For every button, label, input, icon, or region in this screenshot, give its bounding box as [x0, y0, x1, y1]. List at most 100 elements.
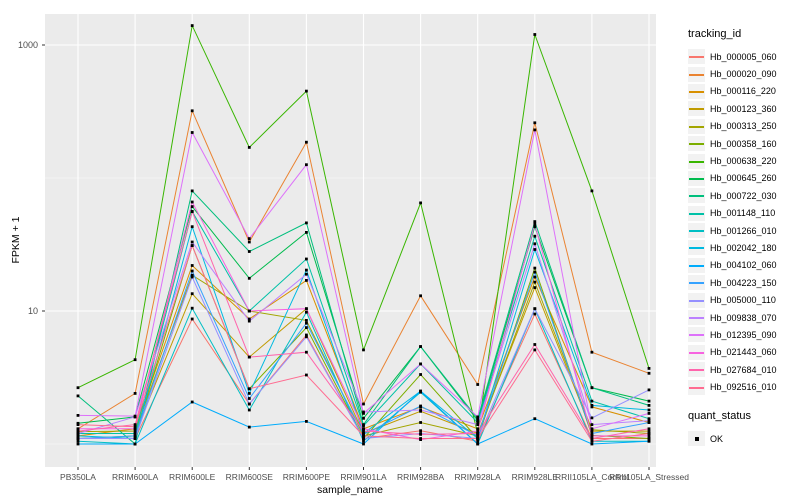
data-point	[647, 408, 651, 412]
legend-item-Hb_000020_090: Hb_000020_090	[688, 65, 798, 82]
data-point	[419, 408, 422, 412]
legend-item-label: Hb_000638_220	[710, 156, 777, 167]
legend-key-swatch	[688, 83, 705, 99]
tracking-id-entries: Hb_000005_060 Hb_000020_090 Hb_000116_220 H…	[688, 48, 798, 396]
data-point	[190, 264, 194, 267]
data-point	[305, 140, 308, 144]
legend-item-label: Hb_000020_090	[710, 69, 777, 80]
x-tick-label-RRIM600PE: RRIM600PE	[282, 472, 331, 482]
data-point	[190, 244, 194, 247]
x-tick-label-RRII105LA_Stressed: RRII105LA_Stressed	[609, 472, 689, 482]
data-point	[76, 394, 80, 398]
data-point	[419, 362, 422, 366]
data-point	[190, 200, 194, 204]
data-point	[133, 392, 137, 395]
legend-item-label: Hb_001148_110	[710, 208, 776, 219]
data-point	[533, 286, 537, 289]
data-point	[476, 429, 480, 433]
data-point	[533, 248, 537, 251]
data-point	[305, 257, 308, 261]
legend-key-swatch	[688, 310, 705, 326]
data-point	[476, 442, 480, 446]
data-point	[190, 400, 194, 404]
data-point	[247, 146, 251, 149]
data-point	[647, 437, 651, 440]
legend-item-Hb_000722_030: Hb_000722_030	[688, 187, 798, 204]
legend-item-Hb_000645_260: Hb_000645_260	[688, 170, 798, 187]
data-point	[476, 421, 480, 424]
data-point	[362, 439, 365, 443]
data-point	[533, 348, 537, 352]
y-axis-title: FPKM + 1	[10, 216, 22, 264]
data-point	[305, 279, 308, 282]
legend-item-label: Hb_000123_360	[710, 103, 777, 114]
data-point	[190, 225, 194, 229]
data-point	[590, 404, 594, 407]
black-square-icon	[694, 436, 699, 441]
data-point	[590, 432, 594, 435]
data-point	[190, 292, 194, 296]
data-point	[590, 442, 594, 446]
data-point	[647, 421, 651, 424]
quant-item-label: OK	[710, 433, 724, 444]
data-point	[362, 434, 365, 438]
data-point	[190, 317, 194, 321]
data-point	[590, 416, 594, 420]
data-point	[419, 437, 422, 440]
data-point	[247, 425, 251, 429]
data-point	[133, 423, 137, 426]
legend-title-tracking-id: tracking_id	[688, 28, 742, 40]
x-tick-label-RRIM600SE: RRIM600SE	[225, 472, 273, 482]
data-point	[647, 367, 651, 370]
data-point	[247, 408, 251, 412]
legend-item-Hb_004223_150: Hb_004223_150	[688, 274, 798, 291]
data-point	[133, 427, 137, 431]
x-axis-title: sample_name	[317, 484, 383, 496]
x-tick-label-RRII105LA_Control: RRII105LA_Control	[555, 472, 629, 482]
data-point	[533, 343, 537, 346]
data-point	[76, 429, 80, 433]
data-point	[476, 383, 480, 386]
data-point	[76, 427, 80, 431]
data-point	[76, 432, 80, 435]
legend-key-swatch	[688, 101, 705, 117]
data-point	[533, 417, 537, 421]
legend-key-swatch	[688, 66, 705, 82]
legend-item-Hb_092516_010: Hb_092516_010	[688, 378, 798, 395]
data-point	[647, 427, 651, 431]
data-point	[419, 421, 422, 424]
data-point	[647, 404, 651, 407]
data-point	[190, 210, 194, 213]
data-point	[590, 189, 594, 193]
x-tick-label-RRIM600LE: RRIM600LE	[169, 472, 216, 482]
data-point	[590, 399, 594, 403]
data-point	[590, 423, 594, 426]
legend-item-Hb_021443_060: Hb_021443_060	[688, 344, 798, 361]
data-point	[647, 412, 651, 415]
data-point	[533, 220, 537, 223]
legend: tracking_id Hb_000005_060 Hb_000020_090 Hb…	[688, 28, 798, 447]
y-tick-label-10: 10	[27, 306, 38, 316]
x-tick-label-PB350LA: PB350LA	[60, 472, 96, 482]
data-point	[247, 387, 251, 391]
legend-item-Hb_005000_110: Hb_005000_110	[688, 291, 798, 308]
data-point	[305, 420, 308, 423]
data-point	[476, 415, 480, 419]
data-point	[247, 237, 251, 240]
data-point	[305, 307, 308, 311]
data-point	[190, 131, 194, 134]
data-point	[76, 434, 80, 438]
data-point	[247, 317, 251, 321]
data-point	[305, 163, 308, 167]
legend-key-swatch	[688, 153, 705, 169]
data-point	[133, 429, 137, 433]
legend-item-label: Hb_000116_220	[710, 86, 776, 97]
data-point	[247, 392, 251, 395]
data-point	[362, 412, 365, 415]
quant-key-swatch	[688, 431, 705, 446]
legend-item-label: Hb_000722_030	[710, 190, 777, 201]
data-point	[590, 439, 594, 443]
data-point	[76, 386, 80, 390]
legend-item-Hb_000358_160: Hb_000358_160	[688, 135, 798, 152]
